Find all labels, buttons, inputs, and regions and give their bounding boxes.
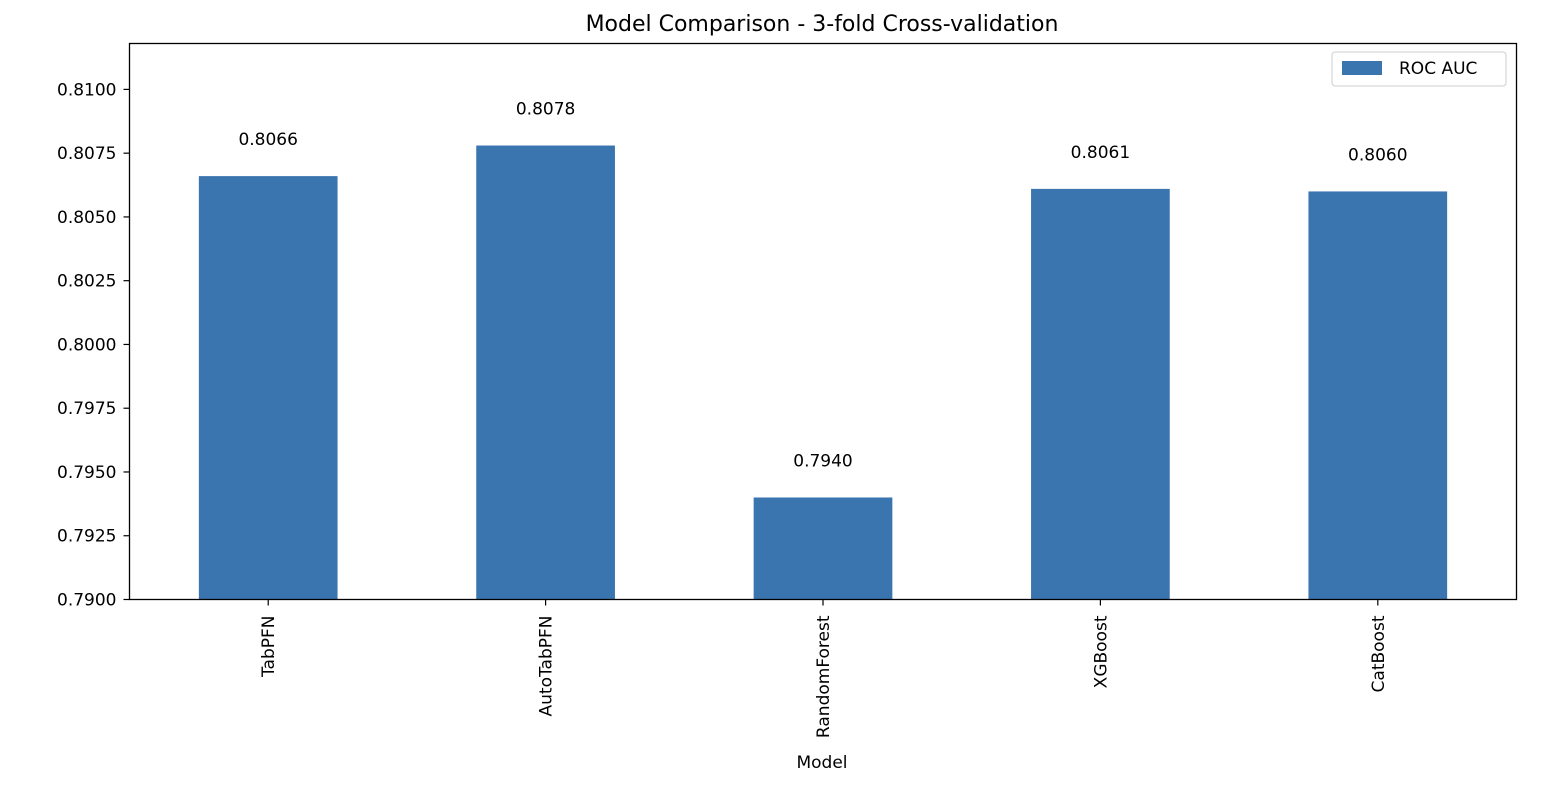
y-tick-label: 0.8000 bbox=[57, 335, 116, 355]
bar-value-label: 0.8066 bbox=[238, 130, 297, 150]
y-tick-label: 0.7975 bbox=[57, 399, 116, 419]
legend-box bbox=[1331, 51, 1507, 87]
chart-title: Model Comparison - 3-fold Cross-validati… bbox=[586, 12, 1059, 37]
x-tick-label: RandomForest bbox=[814, 615, 834, 738]
bar-value-label: 0.8061 bbox=[1071, 143, 1130, 163]
bar-catboost bbox=[1308, 191, 1448, 600]
bar-value-label: 0.7940 bbox=[793, 451, 852, 471]
y-tick-label: 0.8075 bbox=[57, 144, 116, 164]
bar-value-label: 0.8078 bbox=[516, 100, 575, 120]
y-tick-label: 0.7925 bbox=[57, 527, 116, 547]
x-axis-label: Model bbox=[796, 753, 847, 773]
legend: ROC AUC bbox=[1331, 51, 1507, 87]
y-tick-label: 0.8100 bbox=[57, 80, 116, 100]
x-axis-ticks: TabPFN AutoTabPFN RandomForest XGBoost CatBo… bbox=[259, 599, 1389, 738]
bar-labels-group: 0.8066 0.8078 0.7940 0.8061 0.8060 bbox=[238, 100, 1407, 472]
y-tick-label: 0.8050 bbox=[57, 208, 116, 228]
bar-value-label: 0.8060 bbox=[1348, 145, 1407, 165]
y-tick-label: 0.7900 bbox=[57, 591, 116, 611]
x-tick-label: TabPFN bbox=[259, 616, 279, 679]
legend-swatch bbox=[1342, 61, 1382, 75]
bar-randomforest bbox=[753, 497, 893, 600]
y-tick-label: 0.8025 bbox=[57, 272, 116, 292]
y-axis-ticks: 0.7900 0.7925 0.7950 0.7975 0.8000 0.8025 0.80… bbox=[57, 80, 130, 611]
bar-tabpfn bbox=[198, 176, 338, 600]
bar-autotabpfn bbox=[476, 145, 615, 600]
x-tick-label: AutoTabPFN bbox=[537, 616, 557, 717]
x-tick-label: XGBoost bbox=[1091, 615, 1111, 688]
bar-xgboost bbox=[1031, 188, 1170, 600]
legend-label: ROC AUC bbox=[1399, 59, 1477, 79]
x-tick-label: CatBoost bbox=[1369, 615, 1389, 692]
y-tick-label: 0.7950 bbox=[57, 463, 116, 483]
bars-group bbox=[198, 145, 1448, 600]
